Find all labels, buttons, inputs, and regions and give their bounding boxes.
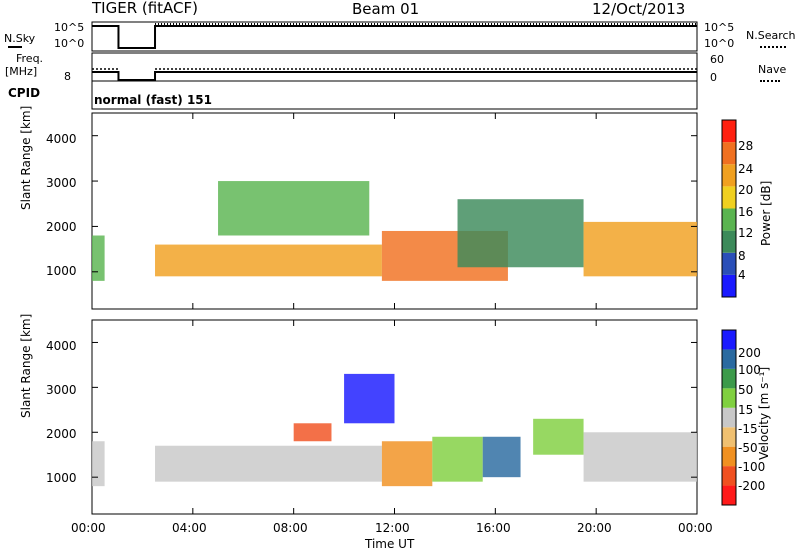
power-cb-tick-20: 20 [738, 183, 754, 197]
velocity-feature-8 [583, 432, 697, 482]
axis-ticks [91, 113, 698, 514]
velocity-cb-tick-m50: -50 [738, 441, 758, 455]
velocity-feature-2 [293, 423, 332, 442]
x-tick-1200: 12:00 [375, 521, 410, 535]
x-axis-label: Time UT [365, 537, 415, 551]
power-colorbar-frame [721, 119, 737, 298]
nave-line-key [760, 80, 780, 82]
velocity-feature-7 [533, 418, 584, 455]
nsky-tick-top: 10^5 [54, 21, 85, 34]
nsearch-label: N.Search [746, 29, 796, 42]
x-tick-0000-end: 00:00 [678, 521, 713, 535]
velocity-cb-tick-m100: -100 [738, 460, 766, 474]
site-title: TIGER (fitACF) [92, 0, 199, 17]
freq-trace [92, 71, 697, 81]
power-colorbar-cell-4 [722, 186, 736, 209]
power-cb-tick-28: 28 [738, 139, 754, 153]
nsky-label: N.Sky [4, 32, 36, 45]
beam-title: Beam 01 [352, 0, 420, 18]
cpid-label: CPID [8, 86, 41, 100]
colorbars [721, 119, 737, 506]
strip-traces [92, 23, 697, 81]
power-cb-label: Power [dB] [759, 180, 773, 246]
velocity-colorbar-cell-3 [722, 427, 736, 447]
velocity-feature-0 [92, 441, 105, 487]
velocity-ylabel: Slant Range [km] [19, 313, 33, 418]
power-cb-tick-12: 12 [738, 226, 754, 240]
velocity-colorbar-cell-1 [722, 466, 736, 486]
x-tick-1600: 16:00 [476, 521, 511, 535]
velocity-feature-4 [381, 441, 433, 487]
power-colorbar-cell-3 [722, 208, 736, 231]
velocity-cb-tick-m15: -15 [738, 422, 758, 436]
power-cb-tick-24: 24 [738, 162, 754, 176]
power-feature-2 [218, 181, 370, 236]
velocity-colorbar-cell-7 [722, 349, 736, 369]
velocity-cb-tick-100: 100 [738, 363, 761, 377]
velocity-ytick-4000: 4000 [46, 339, 77, 353]
velocity-ytick-2000: 2000 [46, 427, 77, 441]
velocity-feature-5 [432, 436, 483, 482]
nave-tick-top: 60 [710, 53, 724, 66]
velocity-ytick-3000: 3000 [46, 383, 77, 397]
power-colorbar-cell-7 [722, 120, 736, 143]
power-ytick-4000: 4000 [46, 132, 77, 146]
velocity-cb-tick-200: 200 [738, 346, 761, 360]
power-colorbar-cell-1 [722, 252, 736, 275]
velocity-colorbar-cell-2 [722, 446, 736, 467]
power-feature-1 [155, 244, 382, 277]
velocity-colorbar-cell-6 [722, 368, 736, 389]
velocity-colorbar-frame [721, 329, 737, 506]
velocity-cb-tick-m200: -200 [738, 479, 766, 493]
nave-label: Nave [758, 63, 787, 76]
velocity-feature-1 [155, 445, 382, 482]
power-cb-tick-8: 8 [738, 249, 746, 263]
nsearch-line-key [760, 46, 786, 48]
power-colorbar-cell-5 [722, 164, 736, 187]
nsearch-tick-bottom: 10^0 [704, 37, 735, 50]
velocity-colorbar-cell-8 [722, 330, 736, 350]
cpid-panel-frame [91, 80, 698, 110]
velocity-feature-6 [482, 436, 521, 478]
power-ytick-2000: 2000 [46, 220, 77, 234]
x-tick-0400: 04:00 [172, 521, 207, 535]
power-ylabel: Slant Range [km] [19, 105, 33, 210]
freq-label: Freq. [16, 52, 44, 65]
velocity-ytick-1000: 1000 [46, 471, 77, 485]
freq-panel-frame [91, 52, 698, 82]
velocity-cb-label: Velocity [m s⁻¹] [757, 366, 771, 460]
nsky-tick-bottom: 10^0 [54, 37, 85, 50]
x-tick-0000: 00:00 [71, 521, 106, 535]
power-cb-tick-16: 16 [738, 205, 754, 219]
nsky-line-key [8, 46, 22, 48]
power-colorbar-cell-0 [722, 274, 736, 297]
velocity-colorbar-cell-5 [722, 388, 736, 408]
nsky-panel-frame [91, 21, 698, 52]
power-colorbar-cell-6 [722, 142, 736, 165]
cpid-mode: normal (fast) 151 [94, 93, 212, 107]
velocity-colorbar-cell-0 [722, 485, 736, 505]
date-title: 12/Oct/2013 [592, 0, 686, 18]
power-feature-5 [583, 221, 697, 277]
power-heatmap [92, 181, 697, 281]
velocity-cb-tick-50: 50 [738, 383, 754, 397]
x-tick-0800: 08:00 [273, 521, 308, 535]
nsky-trace [92, 25, 697, 49]
x-tick-2000: 20:00 [577, 521, 612, 535]
power-cb-tick-4: 4 [738, 268, 746, 282]
power-colorbar-cell-2 [722, 230, 736, 253]
power-ytick-3000: 3000 [46, 176, 77, 190]
velocity-cb-tick-15: 15 [738, 403, 754, 417]
freq-unit-label: [MHz] [5, 65, 38, 78]
nave-tick-bottom: 0 [710, 71, 717, 84]
velocity-heatmap [92, 373, 697, 487]
nsearch-tick-top: 10^5 [704, 21, 735, 34]
velocity-colorbar-cell-4 [722, 407, 736, 428]
freq-tick: 8 [64, 70, 71, 83]
power-ytick-1000: 1000 [46, 264, 77, 278]
power-feature-4 [457, 199, 584, 268]
power-feature-0 [92, 235, 105, 281]
velocity-feature-3 [344, 373, 395, 424]
